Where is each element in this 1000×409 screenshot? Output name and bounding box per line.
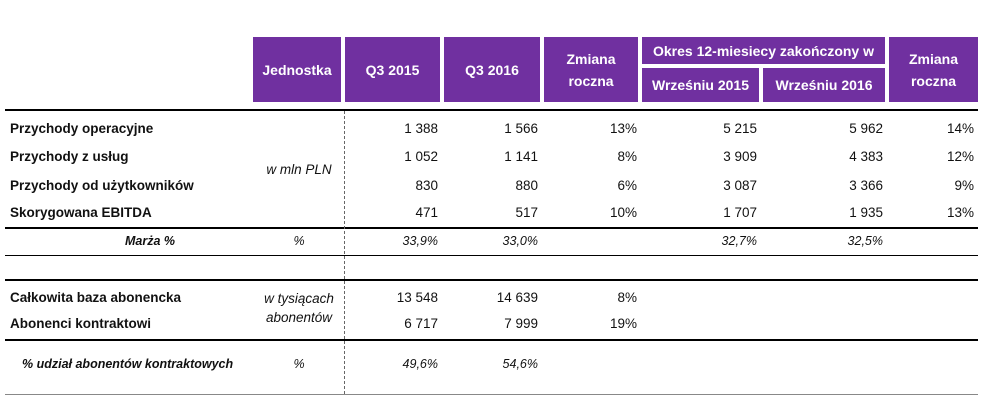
header-q3-2015: Q3 2015 — [345, 37, 440, 102]
cell-q3-2016: 14 639 — [496, 290, 538, 305]
header-yoy-2: Zmiana roczna — [889, 37, 978, 102]
cell-q3-2015: 1 388 — [404, 121, 438, 136]
cell-yoy12: 13% — [946, 205, 974, 220]
cell-yoy12: 12% — [946, 149, 974, 164]
cell-q3-2016: 7 999 — [504, 316, 538, 331]
cell-m12-2015: 3 909 — [723, 149, 757, 164]
margin-unit: % — [293, 234, 305, 248]
margin-m12-2016: 32,5% — [847, 234, 883, 248]
cell-m12-2016: 1 935 — [849, 205, 883, 220]
rule-top — [5, 109, 978, 111]
cell-m12-2015: 1 707 — [723, 205, 757, 220]
margin-q3-2016: 33,0% — [502, 234, 538, 248]
cell-m12-2016: 3 366 — [849, 178, 883, 193]
cell-q3-2015: 471 — [415, 205, 438, 220]
rule-bottom — [5, 394, 978, 395]
rule-section1-bottom — [5, 227, 978, 229]
header-unit-label: Jednostka — [262, 61, 332, 78]
row-label: Skorygowana EBITDA — [10, 205, 152, 220]
cell-m12-2016: 5 962 — [849, 121, 883, 136]
margin-q3-2015: 33,9% — [402, 234, 438, 248]
header-yoy-2-line1: Zmiana — [908, 50, 958, 67]
cell-m12-2016: 4 383 — [849, 149, 883, 164]
cell-yoy: 8% — [617, 149, 637, 164]
margin-label: Marża % — [124, 234, 176, 248]
cell-q3-2015: 830 — [415, 178, 438, 193]
cell-q3-2015: 13 548 — [396, 290, 438, 305]
header-sep-2015-label: Wrześniu 2015 — [651, 77, 749, 93]
cell-m12-2015: 3 087 — [723, 178, 757, 193]
share-q3-2015: 49,6% — [402, 357, 438, 371]
row-label: Abonenci kontraktowi — [10, 316, 152, 331]
cell-q3-2016: 880 — [515, 178, 538, 193]
cell-yoy: 13% — [609, 121, 637, 136]
header-unit: Jednostka — [253, 37, 341, 102]
cell-yoy: 8% — [617, 290, 637, 305]
header-yoy-1: Zmiana roczna — [544, 37, 638, 102]
header-q3-2016-label: Q3 2016 — [465, 61, 519, 78]
share-label: % udział abonentów kontraktowych — [22, 357, 234, 371]
header-period-group: Okres 12-miesiecy zakończony w — [642, 37, 885, 64]
row-label: Przychody operacyjne — [10, 121, 154, 136]
cell-yoy12: 14% — [946, 121, 974, 136]
header-yoy-1-line1: Zmiana — [566, 50, 616, 67]
section2-unit-line1: w tysiącach — [264, 291, 334, 306]
row-label: Przychody z usług — [10, 149, 129, 164]
header-yoy-1-line2: roczna — [568, 72, 614, 89]
header-period-group-label: Okres 12-miesiecy zakończony w — [653, 42, 874, 59]
margin-m12-2015: 32,7% — [721, 234, 757, 248]
row-label: Całkowita baza abonencka — [10, 290, 182, 305]
cell-yoy12: 9% — [954, 178, 974, 193]
header-yoy-2-line2: roczna — [910, 72, 957, 89]
share-q3-2016: 54,6% — [502, 357, 538, 371]
cell-q3-2016: 1 141 — [504, 149, 538, 164]
rule-section2-top — [5, 279, 978, 281]
cell-yoy: 6% — [617, 178, 637, 193]
cell-q3-2016: 1 566 — [504, 121, 538, 136]
rule-margin-bottom — [5, 255, 978, 256]
cell-yoy: 10% — [609, 205, 637, 220]
share-unit: % — [293, 357, 305, 371]
cell-m12-2015: 5 215 — [723, 121, 757, 136]
header-sep-2016: Wrześniu 2016 — [763, 68, 885, 102]
cell-q3-2015: 1 052 — [404, 149, 438, 164]
section1-unit: w mln PLN — [266, 162, 332, 177]
cell-q3-2015: 6 717 — [404, 316, 438, 331]
header-sep-2016-label: Wrześniu 2016 — [775, 77, 873, 93]
header-q3-2015-label: Q3 2015 — [365, 61, 420, 78]
cell-yoy: 19% — [609, 316, 637, 331]
section2-unit-line2: abonentów — [265, 310, 333, 325]
row-label: Przychody od użytkowników — [10, 178, 194, 193]
header-sep-2015: Wrześniu 2015 — [642, 68, 759, 102]
header-q3-2016: Q3 2016 — [444, 37, 540, 102]
column-divider — [344, 111, 345, 394]
cell-q3-2016: 517 — [515, 205, 538, 220]
rule-section2-bottom — [5, 339, 978, 341]
